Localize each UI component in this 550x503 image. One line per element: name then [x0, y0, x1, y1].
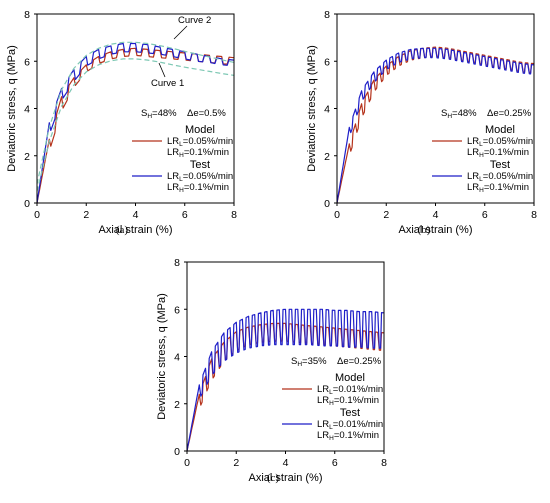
annotation-arrow-curve-1: [158, 62, 166, 78]
x-tick-label: 6: [482, 209, 488, 221]
legend-item-model-low: LRL=0.05%/min: [467, 136, 533, 148]
condition-sh: SH=35%: [291, 356, 327, 368]
y-tick-label: 8: [324, 9, 330, 21]
x-tick-label: 8: [531, 209, 537, 221]
legend-item-test-high: LRH=0.1%/min: [167, 182, 229, 194]
legend-header-model: Model: [335, 372, 365, 384]
condition-sh: SH=48%: [141, 108, 177, 120]
legend-item-model-low: LRL=0.05%/min: [167, 136, 233, 148]
annotation-arrow-curve-2: [173, 25, 188, 40]
y-tick-label: 6: [24, 56, 30, 68]
chart-panel-3: 0 2 4 6 8 0 2 4 6 8 Axial strain (%) Deviatoric str…: [156, 257, 387, 484]
y-tick-label: 6: [324, 56, 330, 68]
x-tick-label: 4: [133, 209, 139, 221]
y-tick-label: 2: [324, 151, 330, 163]
legend-item-test-low: LRL=0.01%/min: [317, 419, 383, 431]
x-axis-label: Axial strain (%): [399, 224, 473, 236]
x-tick-label: 0: [184, 457, 190, 469]
y-tick-label: 0: [174, 446, 180, 458]
condition-sh: SH=48%: [441, 108, 477, 120]
x-tick-label: 8: [231, 209, 237, 221]
x-tick-label: 8: [381, 457, 387, 469]
series-line-test: [336, 47, 535, 204]
y-tick-label: 2: [174, 399, 180, 411]
y-tick-label: 4: [174, 352, 180, 364]
x-axis-label: Axial strain (%): [249, 472, 323, 484]
x-axis-label: Axial strain (%): [99, 224, 173, 236]
x-tick-label: 0: [334, 209, 340, 221]
x-tick-label: 6: [332, 457, 338, 469]
y-tick-label: 0: [324, 198, 330, 210]
legend-item-model-high: LRH=0.1%/min: [467, 147, 529, 159]
series-line-test: [186, 308, 385, 452]
legend-item-test-low: LRL=0.05%/min: [467, 171, 533, 183]
legend-item-test-high: LRH=0.1%/min: [317, 430, 379, 442]
x-tick-label: 0: [34, 209, 40, 221]
y-tick-label: 4: [324, 104, 330, 116]
series-line-test: [36, 42, 235, 204]
x-tick-label: 4: [433, 209, 439, 221]
condition-de: Δe=0.25%: [487, 108, 532, 119]
legend-header-test: Test: [190, 159, 210, 171]
y-tick-label: 8: [174, 257, 180, 269]
legend-header-test: Test: [340, 407, 360, 419]
panel-caption: (a): [116, 224, 129, 236]
y-axis-label: Deviatoric stress, q (MPa): [6, 45, 18, 172]
legend-header-model: Model: [485, 124, 515, 136]
y-tick-label: 0: [24, 198, 30, 210]
y-axis-label: Deviatoric stress, q (MPa): [306, 45, 318, 172]
x-tick-label: 6: [182, 209, 188, 221]
legend-item-test-low: LRL=0.05%/min: [167, 171, 233, 183]
x-tick-label: 2: [233, 457, 239, 469]
y-tick-label: 4: [24, 104, 30, 116]
chart-panel-1: 0 2 4 6 8 0 2 4 6 8 Axial strain (%) Deviatoric str…: [6, 9, 237, 236]
x-tick-label: 2: [383, 209, 389, 221]
y-tick-label: 6: [174, 304, 180, 316]
legend-item-model-low: LRL=0.01%/min: [317, 384, 383, 396]
legend-header-model: Model: [185, 124, 215, 136]
y-axis-label: Deviatoric stress, q (MPa): [156, 293, 168, 420]
annotation-curve-2: Curve 2: [178, 15, 211, 26]
y-tick-label: 2: [24, 151, 30, 163]
chart-panel-2: 0 2 4 6 8 0 2 4 6 8 Axial strain (%) Deviatoric str…: [306, 9, 537, 236]
condition-de: Δe=0.5%: [187, 108, 226, 119]
condition-de: Δe=0.25%: [337, 356, 382, 367]
annotation-curve-1: Curve 1: [151, 78, 184, 89]
panel-caption: (c): [267, 472, 280, 484]
legend-item-model-high: LRH=0.1%/min: [317, 395, 379, 407]
legend-header-test: Test: [490, 159, 510, 171]
legend-item-test-high: LRH=0.1%/min: [467, 182, 529, 194]
x-tick-label: 2: [83, 209, 89, 221]
y-tick-label: 8: [24, 9, 30, 21]
legend-item-model-high: LRH=0.1%/min: [167, 147, 229, 159]
x-tick-label: 4: [283, 457, 289, 469]
series-line-curve-1: [36, 58, 235, 192]
series-line-curve-2: [36, 41, 235, 185]
panel-caption: (b): [418, 224, 431, 236]
